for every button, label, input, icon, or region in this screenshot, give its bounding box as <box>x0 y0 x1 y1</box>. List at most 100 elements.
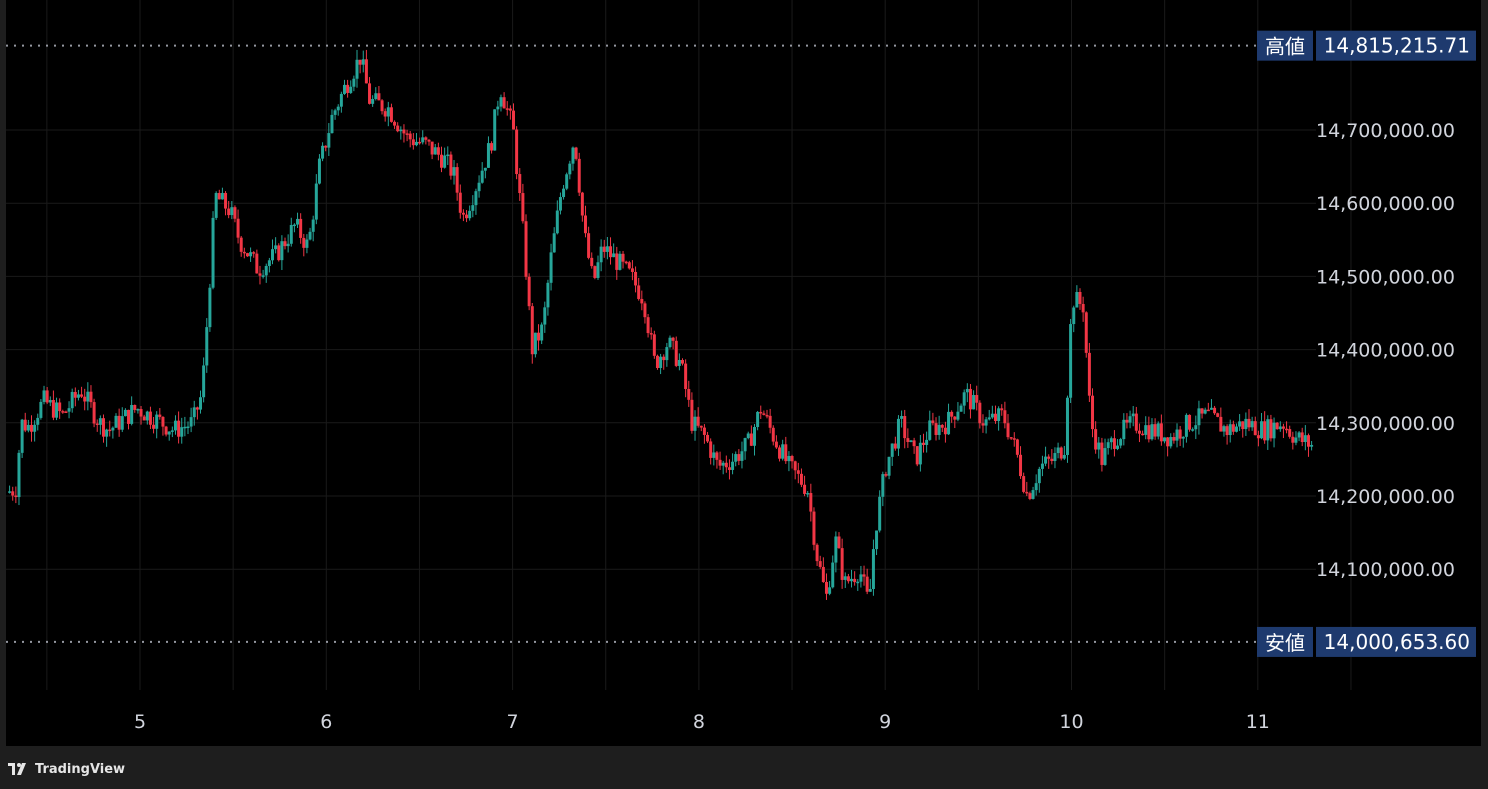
candle-body <box>1128 416 1132 423</box>
candle <box>749 425 753 447</box>
candle-body <box>1075 291 1079 308</box>
candle-body <box>352 78 356 87</box>
candle-body <box>696 416 700 426</box>
candle <box>120 407 124 433</box>
candle-body <box>333 110 337 115</box>
candle-body <box>956 411 960 420</box>
candle-body <box>83 396 87 402</box>
candle-body <box>458 192 462 213</box>
candle-body <box>17 452 21 498</box>
candle <box>1015 438 1019 458</box>
candle <box>161 416 165 436</box>
candle-body <box>521 193 525 222</box>
candle <box>1166 437 1170 457</box>
candle-body <box>55 402 59 418</box>
candle <box>721 460 725 475</box>
candle <box>252 251 256 258</box>
candle-body <box>865 576 869 592</box>
candle <box>1181 436 1185 448</box>
candle-body <box>440 154 444 168</box>
candle <box>596 255 600 280</box>
candle-body <box>1059 447 1063 459</box>
candle-body <box>781 444 785 459</box>
candle <box>195 406 199 420</box>
price-chart[interactable]: 高値 14,815,215.71 安値 14,000,653.60 14,700,00… <box>6 0 1481 746</box>
candle <box>152 416 156 434</box>
candle-body <box>418 141 422 144</box>
candle <box>803 475 807 497</box>
candle <box>940 424 944 433</box>
candle <box>515 126 519 180</box>
candle <box>123 408 127 417</box>
candle-body <box>205 327 209 366</box>
candle-body <box>840 548 844 580</box>
candle-body <box>702 427 706 435</box>
candle-body <box>58 402 62 412</box>
candle-body <box>1225 426 1229 436</box>
candle-body <box>1197 408 1201 426</box>
candle <box>86 382 90 411</box>
candle <box>1065 395 1069 463</box>
candle <box>1009 437 1013 440</box>
candle-body <box>217 193 221 200</box>
candle-body <box>577 158 581 193</box>
candle-body <box>1238 421 1242 427</box>
candle <box>1200 408 1204 419</box>
candle <box>1219 407 1223 432</box>
candle-body <box>837 536 841 549</box>
candle <box>521 183 525 224</box>
candle <box>83 388 87 411</box>
candle-body <box>668 337 672 348</box>
candle-body <box>1294 437 1298 443</box>
candle-body <box>881 474 885 497</box>
candle-body <box>793 461 797 471</box>
candle-body <box>1147 425 1151 440</box>
candle <box>1109 436 1113 450</box>
candle <box>502 92 506 109</box>
candle <box>270 239 274 265</box>
candle-body <box>70 391 74 409</box>
candle-body <box>452 167 456 176</box>
candle <box>558 192 562 215</box>
candle <box>452 160 456 185</box>
candle-body <box>987 417 991 420</box>
candle <box>1159 414 1163 446</box>
candle-body <box>759 411 763 414</box>
candle <box>1310 440 1314 451</box>
candle <box>11 486 15 501</box>
candle-body <box>133 404 137 410</box>
candle <box>105 428 109 447</box>
candle-body <box>67 408 71 412</box>
candle-body <box>14 495 18 498</box>
candle-body <box>1253 421 1257 436</box>
candle <box>51 390 55 421</box>
candle-body <box>671 337 675 341</box>
candle <box>477 175 481 198</box>
candle <box>837 532 841 549</box>
candle <box>474 188 478 215</box>
candle <box>540 322 544 345</box>
candle-body <box>105 429 109 437</box>
candle-body <box>433 147 437 155</box>
candle <box>267 257 271 273</box>
candle <box>142 414 146 421</box>
candle-body <box>681 359 685 364</box>
candle <box>815 543 819 566</box>
candle-body <box>1231 424 1235 432</box>
candle <box>646 313 650 338</box>
candle-body <box>940 424 944 428</box>
candle-body <box>1037 468 1041 484</box>
candle-body <box>33 424 37 432</box>
candle <box>668 335 672 349</box>
footer-brand[interactable]: TradingView <box>8 758 125 780</box>
candle-body <box>615 253 619 270</box>
candle <box>903 409 907 449</box>
candle <box>371 95 375 107</box>
candle-body <box>42 390 46 402</box>
candle <box>993 405 997 424</box>
chart-panel[interactable]: 高値 14,815,215.71 安値 14,000,653.60 14,700,00… <box>6 0 1481 746</box>
candle-body <box>621 253 625 262</box>
candle <box>533 332 537 358</box>
candle-body <box>483 167 487 171</box>
candle-body <box>270 249 274 261</box>
